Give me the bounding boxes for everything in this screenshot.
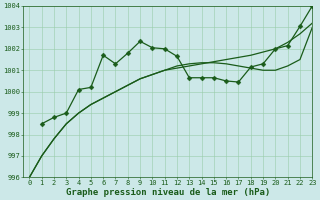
X-axis label: Graphe pression niveau de la mer (hPa): Graphe pression niveau de la mer (hPa) [66, 188, 270, 197]
